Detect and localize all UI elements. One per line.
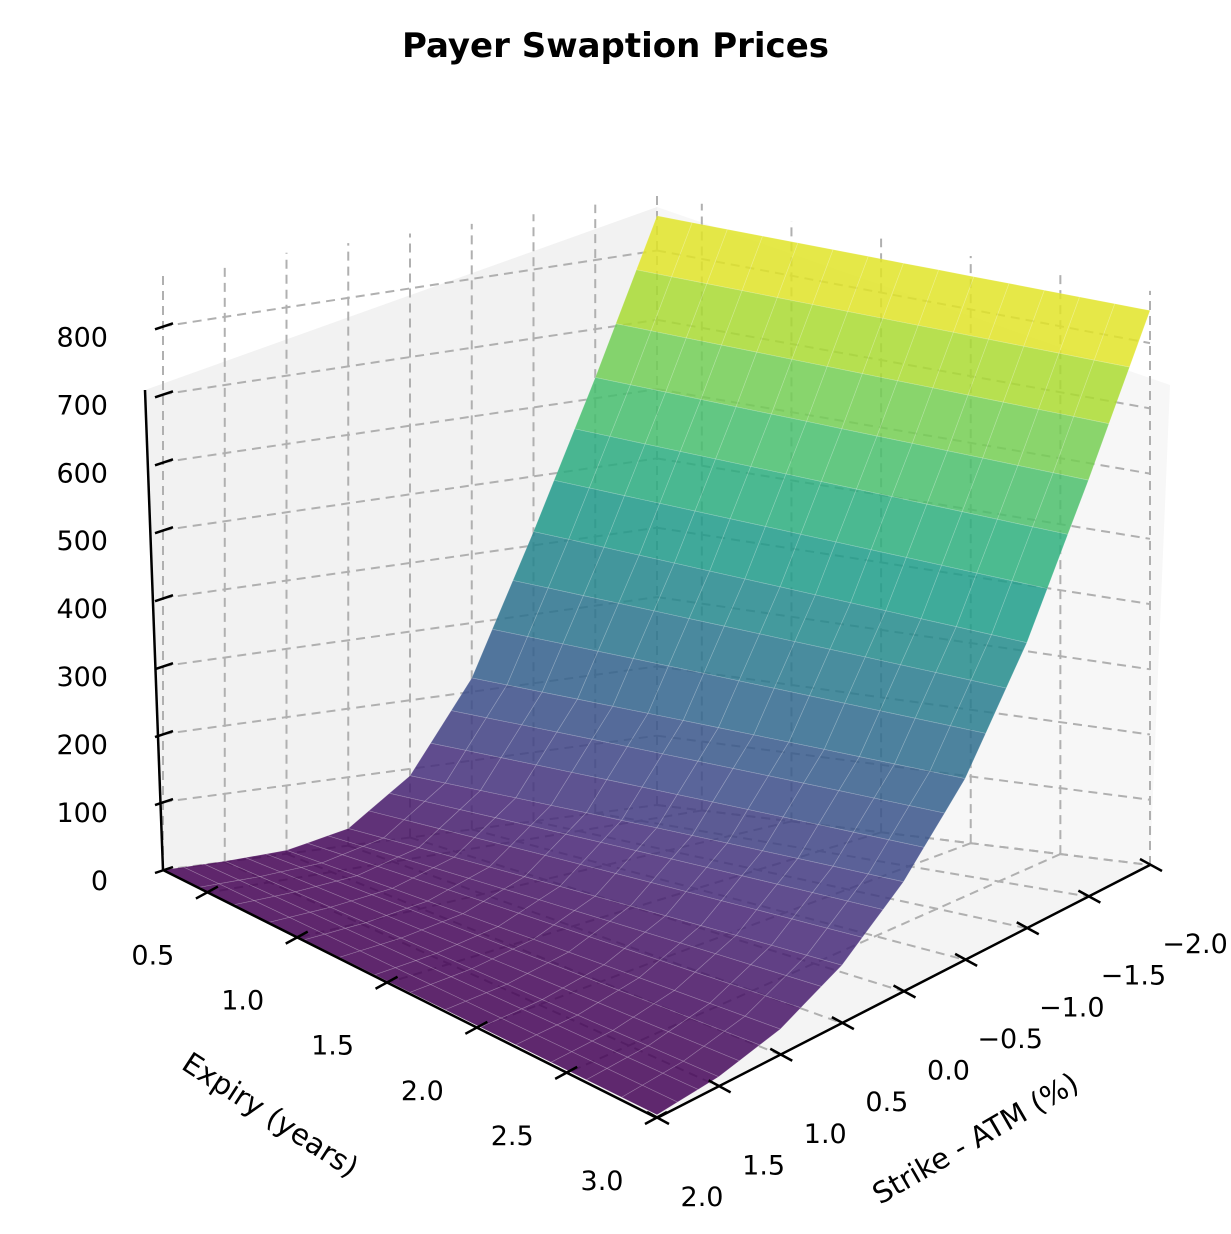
gridline [162,734,658,804]
y-tick-label: −2.0 [1162,929,1228,960]
x-tick [464,1020,488,1035]
gridline [162,457,658,532]
y-tick [1016,921,1040,936]
z-tick-label: 500 [56,526,108,557]
y-tick [954,952,978,967]
gridline [162,665,658,736]
y-tick [1139,857,1163,873]
surface-patch [764,975,823,1009]
gridline [533,820,1027,930]
gridline [162,249,658,328]
z-tick [154,322,174,331]
x-tick-label: 0.5 [131,941,174,972]
y-tick-label: −0.5 [977,1024,1043,1055]
surface-patch [785,954,843,987]
y-tick-label: −1.0 [1039,992,1105,1023]
x-tick-label: 1.5 [311,1031,354,1062]
gridline [162,318,658,396]
surface-patch [703,1030,761,1062]
y-tick [892,984,917,999]
y-tick-label: 0.0 [927,1056,970,1087]
gridline [162,596,658,668]
z-tick [154,661,174,671]
z-tick-label: 600 [56,458,108,489]
y-tick [831,1016,855,1031]
ticks [154,322,1163,1126]
z-tick-label: 700 [56,390,108,421]
z-tick [154,390,174,399]
x-tick-label: 2.0 [401,1076,444,1107]
y-tick-label: 0.5 [865,1087,908,1118]
x-axis-line [162,868,658,1120]
y-tick [1077,889,1101,904]
surface-patch [620,1084,679,1116]
z-tick-label: 100 [56,798,108,829]
x-axis-label: Expiry (years) [176,1045,365,1184]
z-tick [154,593,174,603]
y-tick [769,1047,793,1062]
gridline [162,526,658,600]
surface-patch [661,1060,720,1090]
x-tick [374,975,399,990]
z-tick [154,865,174,875]
y-tick [646,1110,670,1126]
surface-patch [929,725,987,780]
gridline [162,388,658,464]
x-tick [554,1065,578,1081]
z-tick [154,797,174,807]
x-tick-label: 1.0 [221,986,264,1017]
z-tick-label: 400 [56,594,108,625]
z-tick-label: 800 [56,322,108,353]
z-tick-label: 0 [91,866,108,897]
chart-title: Payer Swaption Prices [401,26,829,66]
x-tick [195,885,219,900]
z-tick-label: 300 [56,662,108,693]
y-tick-label: 1.5 [742,1150,785,1181]
z-axis-line [143,389,165,871]
y-tick-label: 1.0 [804,1119,847,1150]
z-tick-label: 200 [56,730,108,761]
y-tick-label: 2.0 [681,1182,724,1213]
surface [161,215,1151,1116]
z-tick [154,526,174,535]
x-tick [285,930,309,945]
z-tick [154,729,174,739]
y-tick-label: −1.5 [1101,961,1167,992]
tick-labels: 0 100 200 300 400 500 600 700 800 0.5 1.0 1.5 2.0 2.5… [56,322,1227,1213]
y-tick [708,1079,732,1094]
x-tick-label: 3.0 [581,1166,624,1197]
z-tick [154,458,174,467]
x-tick-label: 2.5 [491,1121,534,1152]
surface-patch [990,580,1048,644]
